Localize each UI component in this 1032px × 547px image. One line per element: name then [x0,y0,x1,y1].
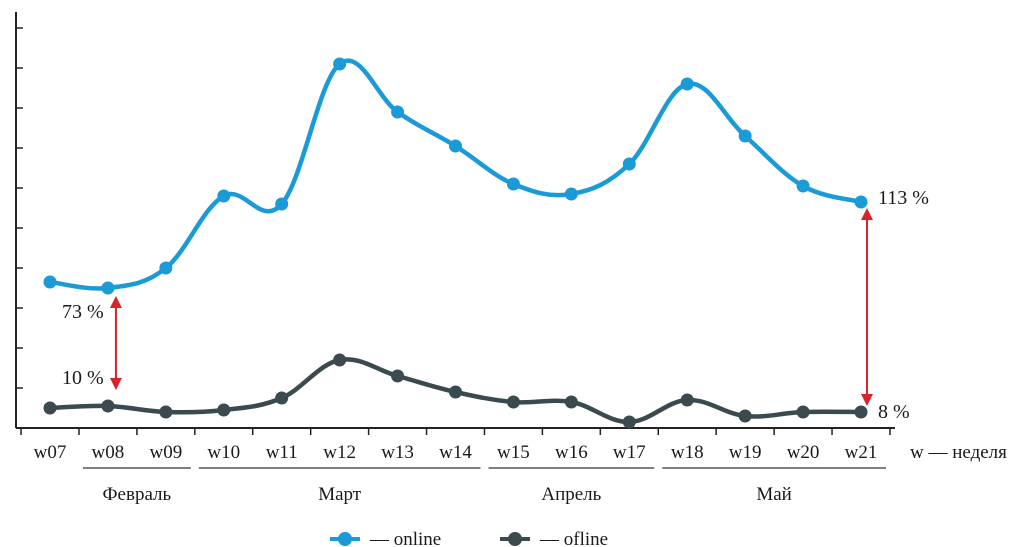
data-point-ofline [391,369,405,383]
legend-label: — ofline [539,529,608,547]
month-bands: Февраль Март Апрель Май [82,467,886,505]
data-point-online [622,157,636,171]
x-tick-label: w07 [34,442,67,463]
data-point-ofline [622,415,636,429]
month-label: Февраль [103,484,172,505]
data-point-ofline [506,395,520,409]
data-point-ofline [796,405,810,419]
x-tick-label: w18 [671,442,704,463]
data-point-online [101,281,115,295]
series-online [43,57,868,295]
legend-item-online: — online [330,529,441,547]
data-point-online [159,261,173,275]
series-ofline [43,353,868,429]
data-point-ofline [738,409,752,423]
series-layer [43,57,868,429]
annotation-label: 8 % [878,401,910,423]
month-label: Май [756,484,792,505]
data-point-online [796,179,810,193]
data-point-ofline [159,405,173,419]
x-tick-label: w20 [787,442,820,463]
data-point-ofline [217,403,231,417]
annotation-label: 113 % [878,187,929,209]
x-tick-label: w09 [149,442,182,463]
x-tick-label: w15 [497,442,530,463]
x-tick-label: w13 [381,442,414,463]
data-point-online [217,189,231,203]
legend-item-ofline: — ofline [500,529,608,547]
data-point-online [275,197,289,211]
data-point-ofline [43,401,57,415]
data-point-online [854,195,868,209]
x-tick-label: w11 [266,442,298,463]
x-tick-label: w17 [613,442,646,463]
data-point-online [680,77,694,91]
data-point-ofline [564,395,578,409]
x-tick-label: w12 [323,442,356,463]
legend-swatch-marker [338,532,352,546]
data-point-ofline [333,353,347,367]
x-tick-label: w08 [92,442,125,463]
data-point-online [564,187,578,201]
axes: w07 w08 w09 w10 w11 w12 w13 w14 w15 w16 w17 w18 w19 w… [15,12,1007,463]
legend-swatch-marker [508,532,522,546]
month-label: Март [318,484,362,505]
data-point-online [333,57,347,71]
legend-label: — online [369,529,441,547]
annotation-label: 10 % [62,367,104,389]
data-point-online [43,275,57,289]
x-tick-label: w10 [207,442,240,463]
x-tick-label: w14 [439,442,472,463]
x-tick-label: w21 [845,442,878,463]
data-point-ofline [680,393,694,407]
x-tick-label: w16 [555,442,588,463]
data-point-online [391,105,405,119]
annotation-layer: 73 % 10 % 113 % 8 % [62,187,929,423]
series-line-online [47,58,864,291]
data-point-online [449,139,462,153]
data-point-online [738,129,752,143]
data-point-ofline [854,405,868,419]
annotation-label: 73 % [62,301,104,323]
data-point-ofline [101,399,115,413]
month-label: Апрель [541,484,601,505]
x-tick-label: w19 [729,442,762,463]
x-axis-label: w — неделя [910,442,1007,463]
data-point-online [506,177,520,191]
data-point-ofline [449,385,462,399]
data-point-ofline [275,391,289,405]
legend: — online — ofline [330,529,608,547]
